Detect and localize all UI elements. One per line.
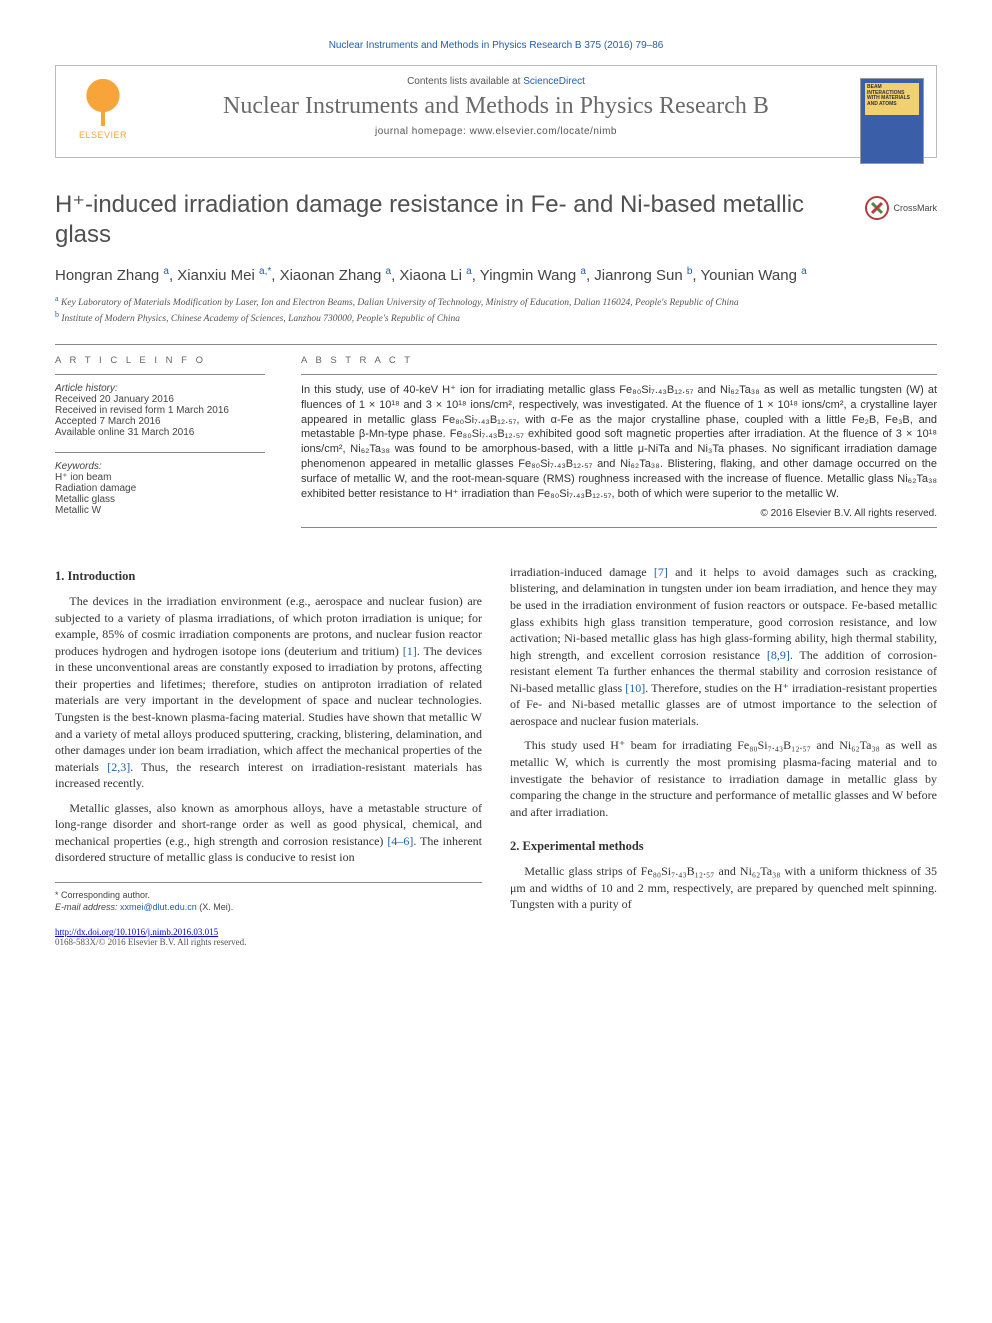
- email-line: E-mail address: xxmei@dlut.edu.cn (X. Me…: [55, 901, 482, 913]
- corresponding-author: * Corresponding author.: [55, 889, 482, 901]
- right-column: irradiation-induced damage [7] and it he…: [510, 564, 937, 921]
- publisher-name: ELSEVIER: [68, 130, 138, 140]
- intro-para-3: This study used H⁺ beam for irradiating …: [510, 737, 937, 820]
- homepage-prefix: journal homepage:: [375, 126, 470, 137]
- intro-para-1: The devices in the irradiation environme…: [55, 593, 482, 792]
- running-head: Nuclear Instruments and Methods in Physi…: [55, 40, 937, 51]
- authors-list: Hongran Zhang a, Xianxiu Mei a,*, Xiaona…: [55, 266, 937, 284]
- crossmark-label: CrossMark: [893, 203, 937, 213]
- info-abstract-row: A R T I C L E I N F O Article history: R…: [55, 355, 937, 530]
- homepage-url: www.elsevier.com/locate/nimb: [470, 126, 617, 137]
- section-1-head: 1. Introduction: [55, 568, 482, 585]
- history-received: Received 20 January 2016: [55, 394, 265, 405]
- keyword: Metallic glass: [55, 494, 265, 505]
- abstract-copyright: © 2016 Elsevier B.V. All rights reserved…: [301, 508, 937, 519]
- sciencedirect-link[interactable]: ScienceDirect: [523, 76, 585, 87]
- keywords-block: Keywords: H⁺ ion beam Radiation damage M…: [55, 461, 265, 516]
- crossmark-widget[interactable]: CrossMark: [865, 196, 937, 220]
- divider: [301, 374, 937, 375]
- history-accepted: Accepted 7 March 2016: [55, 416, 265, 427]
- citation-link[interactable]: [2,3]: [107, 760, 130, 774]
- page: Nuclear Instruments and Methods in Physi…: [0, 0, 992, 977]
- article-title: H⁺-induced irradiation damage resistance…: [55, 190, 853, 250]
- keyword: Radiation damage: [55, 483, 265, 494]
- contents-prefix: Contents lists available at: [407, 76, 523, 87]
- journal-header-box: ELSEVIER BEAM INTERACTIONS WITH MATERIAL…: [55, 65, 937, 158]
- contents-available-line: Contents lists available at ScienceDirec…: [156, 76, 836, 87]
- crossmark-icon: [865, 196, 889, 220]
- elsevier-tree-icon: [78, 78, 128, 128]
- divider: [55, 374, 265, 375]
- article-info-head: A R T I C L E I N F O: [55, 355, 265, 366]
- journal-name: Nuclear Instruments and Methods in Physi…: [156, 93, 836, 120]
- divider: [301, 527, 937, 528]
- affiliation-a: a Key Laboratory of Materials Modificati…: [55, 294, 937, 310]
- keywords-label: Keywords:: [55, 461, 265, 472]
- divider: [55, 344, 937, 345]
- citation-link[interactable]: [10]: [625, 681, 645, 695]
- article-info-column: A R T I C L E I N F O Article history: R…: [55, 355, 265, 530]
- elsevier-logo: ELSEVIER: [68, 78, 138, 140]
- cover-caption: BEAM INTERACTIONS WITH MATERIALS AND ATO…: [865, 83, 919, 115]
- affiliation-b: b Institute of Modern Physics, Chinese A…: [55, 310, 937, 326]
- intro-para-2-start: Metallic glasses, also known as amorphou…: [55, 800, 482, 866]
- divider: [55, 452, 265, 453]
- citation-link[interactable]: [1]: [403, 644, 417, 658]
- left-column: 1. Introduction The devices in the irrad…: [55, 564, 482, 921]
- abstract-body: In this study, use of 40-keV H⁺ ion for …: [301, 383, 937, 502]
- corresponding-email-link[interactable]: xxmei@dlut.edu.cn: [120, 902, 197, 912]
- issn-copyright: 0168-583X/© 2016 Elsevier B.V. All right…: [55, 937, 937, 947]
- history-label: Article history:: [55, 383, 265, 394]
- doi-link[interactable]: http://dx.doi.org/10.1016/j.nimb.2016.03…: [55, 927, 218, 937]
- title-row: H⁺-induced irradiation damage resistance…: [55, 190, 937, 250]
- citation-link[interactable]: [8,9]: [767, 648, 790, 662]
- abstract-head: A B S T R A C T: [301, 355, 937, 366]
- doi-footer: http://dx.doi.org/10.1016/j.nimb.2016.03…: [55, 927, 937, 947]
- citation-link[interactable]: [4–6]: [387, 834, 413, 848]
- history-revised: Received in revised form 1 March 2016: [55, 405, 265, 416]
- history-online: Available online 31 March 2016: [55, 427, 265, 438]
- article-history: Article history: Received 20 January 201…: [55, 383, 265, 438]
- section-2-head: 2. Experimental methods: [510, 838, 937, 855]
- keyword: Metallic W: [55, 505, 265, 516]
- citation-link[interactable]: [7]: [654, 565, 668, 579]
- journal-cover-thumbnail: BEAM INTERACTIONS WITH MATERIALS AND ATO…: [860, 78, 924, 164]
- journal-homepage-line: journal homepage: www.elsevier.com/locat…: [156, 126, 836, 137]
- keyword: H⁺ ion beam: [55, 472, 265, 483]
- abstract-column: A B S T R A C T In this study, use of 40…: [301, 355, 937, 530]
- footnotes: * Corresponding author. E-mail address: …: [55, 882, 482, 914]
- intro-para-2-cont: irradiation-induced damage [7] and it he…: [510, 564, 937, 729]
- methods-para-1: Metallic glass strips of Fe₈₀Si₇.₄₃B₁₂.₅…: [510, 863, 937, 913]
- body-two-columns: 1. Introduction The devices in the irrad…: [55, 564, 937, 921]
- affiliations: a Key Laboratory of Materials Modificati…: [55, 294, 937, 326]
